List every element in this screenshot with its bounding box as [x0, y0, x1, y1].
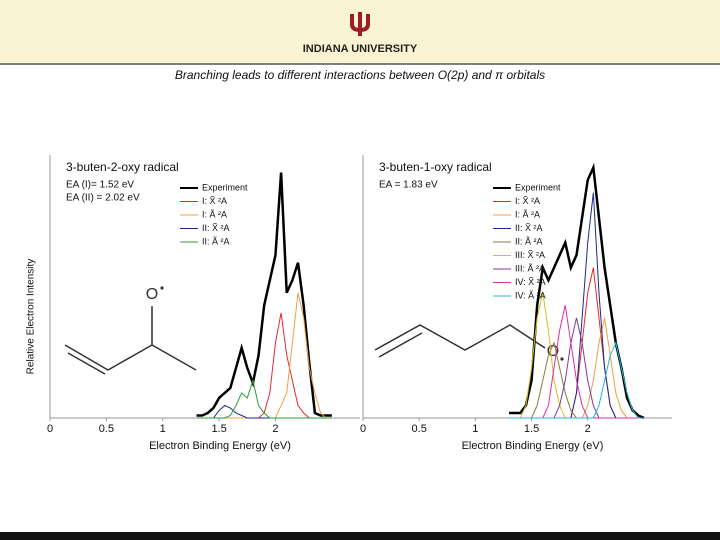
y-axis-label: Relative Electron Intensity	[26, 259, 37, 375]
legend-label: Experiment	[515, 182, 561, 192]
annotation: EA (II) = 2.02 eV	[66, 193, 140, 204]
x-tick-label: 0.5	[412, 423, 427, 435]
x-axis-label: Electron Binding Energy (eV)	[462, 440, 604, 452]
molecule-1	[64, 306, 197, 375]
legend-label: I: Ã ²A	[202, 209, 227, 219]
legend-label: II: Ã ²A	[515, 236, 543, 246]
x-tick-label: 1.5	[524, 423, 539, 435]
footer-bar	[0, 532, 720, 540]
logo	[350, 12, 370, 36]
series-line	[509, 305, 644, 419]
molecule-2	[374, 324, 546, 358]
legend-label: III: Ã ²A	[515, 263, 545, 273]
x-tick-label: 0	[47, 423, 53, 435]
x-axis-label: Electron Binding Energy (eV)	[149, 440, 291, 452]
university-name: INDIANA UNIVERSITY	[303, 43, 418, 55]
legend-label: IV: X̃ ²A	[515, 276, 546, 286]
annotation: EA = 1.83 eV	[379, 180, 438, 191]
radical-dot	[560, 357, 564, 361]
legend-label: I: X̃ ²A	[515, 195, 540, 205]
x-tick-label: 1	[160, 423, 166, 435]
legend-label: I: Ã ²A	[515, 209, 540, 219]
annotation: EA (I)= 1.52 eV	[66, 180, 134, 191]
legend-label: II: Ã ²A	[202, 236, 230, 246]
legend-label: II: X̃ ²A	[515, 222, 543, 232]
legend-label: I: X̃ ²A	[202, 195, 227, 205]
legend-label: II: X̃ ²A	[202, 222, 230, 232]
legend-label: IV: Ã ²A	[515, 290, 546, 300]
slide-caption: Branching leads to different interaction…	[175, 68, 545, 82]
oxygen-atom: O	[146, 286, 158, 303]
x-tick-label: 0.5	[99, 423, 114, 435]
x-tick-label: 1.5	[211, 423, 226, 435]
series-line	[509, 317, 644, 419]
series-line	[509, 292, 644, 419]
x-tick-label: 2	[585, 423, 591, 435]
x-tick-label: 0	[360, 423, 366, 435]
radical-dot	[160, 286, 164, 290]
chart-title: 3-buten-2-oxy radical	[66, 160, 179, 174]
series-line	[196, 378, 332, 419]
chart-title: 3-buten-1-oxy radical	[379, 160, 492, 174]
series-line	[509, 341, 644, 419]
x-tick-label: 1	[472, 423, 478, 435]
legend-label: III: X̃ ²A	[515, 249, 545, 259]
legend-label: Experiment	[202, 182, 248, 192]
series-line	[509, 317, 644, 419]
series-line	[196, 172, 332, 417]
x-tick-label: 2	[272, 423, 278, 435]
